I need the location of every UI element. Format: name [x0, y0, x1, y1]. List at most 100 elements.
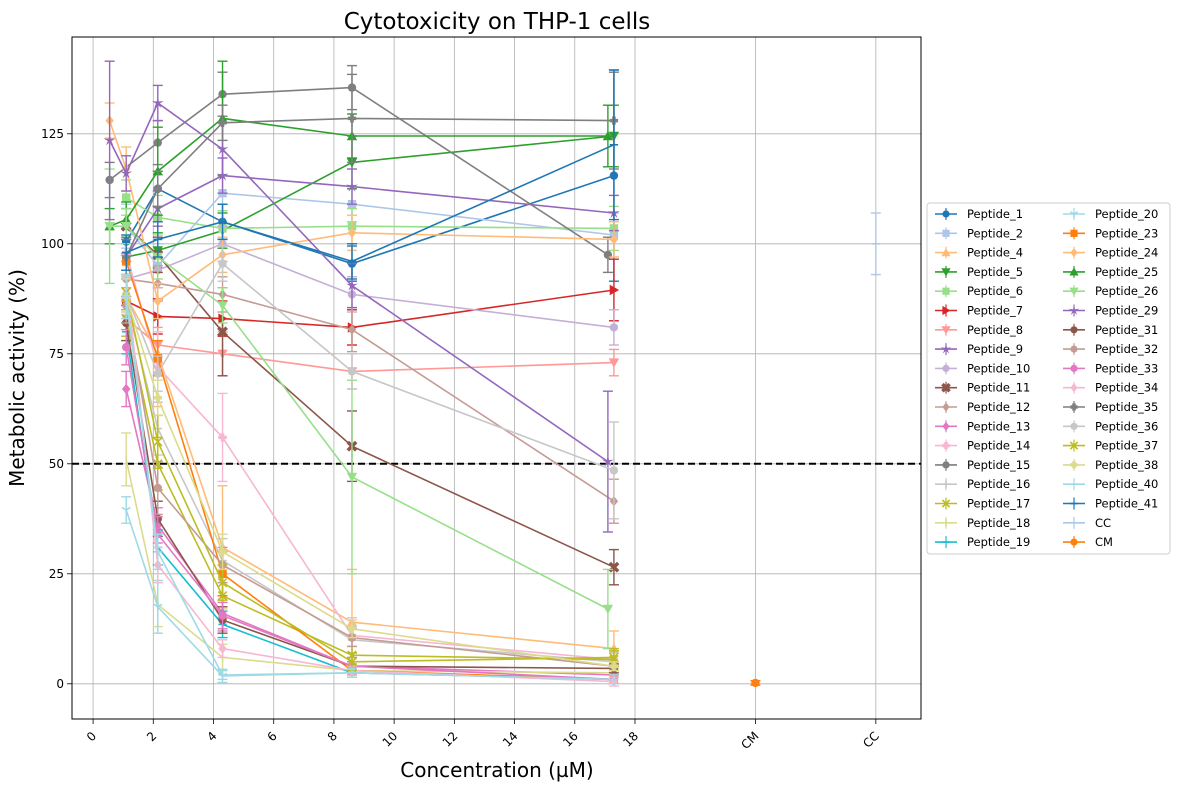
legend-label: Peptide_19 [967, 535, 1030, 549]
legend-label: Peptide_4 [967, 246, 1023, 260]
legend-item: Peptide_36 [1063, 419, 1158, 433]
series-cm [750, 678, 761, 688]
data-point [1070, 383, 1078, 393]
data-point [603, 250, 613, 259]
data-point [1070, 538, 1078, 546]
data-point [121, 506, 131, 515]
data-point [942, 229, 950, 237]
legend-item: Peptide_24 [1063, 246, 1158, 260]
data-point [217, 577, 228, 588]
legend-label: Peptide_26 [1095, 284, 1158, 298]
legend-item: Peptide_2 [935, 226, 1023, 240]
data-point [1069, 267, 1079, 276]
data-point [347, 324, 357, 335]
series-peptide-36 [121, 245, 619, 520]
data-point [216, 143, 229, 155]
data-point [153, 393, 163, 402]
data-point [1068, 304, 1080, 316]
legend-label: Peptide_29 [1095, 304, 1158, 318]
data-point [609, 323, 619, 332]
data-point [602, 130, 614, 141]
legend-label: Peptide_23 [1095, 226, 1158, 240]
y-tick-label: 100 [41, 237, 64, 251]
legend: Peptide_1 Peptide_2 Peptide_4 Peptide_5 Pept… [926, 202, 1171, 555]
data-point [121, 383, 131, 395]
legend-label: Peptide_13 [967, 419, 1030, 433]
data-point [151, 96, 164, 109]
data-point [1070, 403, 1078, 411]
legend-label: Peptide_2 [967, 226, 1023, 240]
y-axis-label: Metabolic activity (%) [5, 269, 29, 487]
series-peptide-41 [121, 69, 619, 280]
legend-item: Peptide_18 [935, 516, 1030, 530]
data-point [942, 287, 950, 295]
legend-item: Peptide_17 [935, 497, 1030, 511]
data-point [104, 222, 115, 232]
data-point [1069, 441, 1079, 450]
data-point [347, 367, 357, 376]
data-point [153, 295, 163, 307]
data-point [1070, 422, 1078, 430]
legend-label: Peptide_9 [967, 342, 1023, 356]
legend-item: Peptide_19 [935, 535, 1030, 549]
legend-item: Peptide_7 [935, 304, 1023, 318]
legend-item: Peptide_35 [1063, 400, 1158, 414]
y-tick-label: 50 [49, 457, 64, 471]
legend-label: Peptide_40 [1095, 477, 1158, 491]
chart-title: Cytotoxicity on THP-1 cells [344, 9, 651, 35]
legend-item: Peptide_4 [935, 246, 1023, 260]
data-point [942, 402, 950, 412]
legend-box [926, 202, 1171, 555]
legend-item: Peptide_29 [1063, 304, 1158, 318]
data-point [346, 472, 358, 483]
data-point [347, 657, 357, 667]
data-point [942, 305, 951, 316]
data-point [609, 652, 619, 663]
legend-label: Peptide_12 [967, 400, 1030, 414]
legend-item: Peptide_41 [1063, 497, 1158, 511]
data-point [218, 643, 227, 654]
data-point [609, 662, 619, 671]
y-tick-label: 0 [56, 677, 64, 691]
data-point [1070, 364, 1078, 372]
y-tick-label: 125 [41, 127, 64, 141]
legend-item: Peptide_32 [1063, 342, 1158, 356]
legend-label: Peptide_38 [1095, 458, 1158, 472]
data-point [609, 234, 619, 245]
legend-item: Peptide_33 [1063, 361, 1158, 375]
data-point [346, 279, 358, 291]
legend-label: Peptide_34 [1095, 381, 1158, 395]
x-axis-label: Concentration (µM) [400, 758, 593, 782]
legend-label: Peptide_16 [967, 477, 1030, 491]
data-point [1069, 287, 1079, 296]
legend-label: Peptide_32 [1095, 342, 1158, 356]
legend-item: Peptide_11 [935, 381, 1030, 395]
data-point [153, 184, 163, 193]
legend-item: Peptide_31 [1063, 323, 1158, 337]
legend-item: Peptide_16 [935, 477, 1030, 491]
data-point [218, 611, 227, 620]
legend-label: Peptide_11 [967, 381, 1030, 395]
data-point [942, 364, 950, 372]
legend-label: Peptide_1 [967, 207, 1023, 221]
legend-label: Peptide_33 [1095, 361, 1158, 375]
data-point [608, 358, 620, 368]
legend-label: Peptide_36 [1095, 419, 1158, 433]
data-point [1070, 461, 1078, 469]
data-point [609, 466, 619, 475]
legend-label: Peptide_5 [967, 265, 1023, 279]
data-point [121, 343, 131, 352]
data-point [941, 499, 951, 508]
data-point [1070, 248, 1078, 258]
legend-label: Peptide_41 [1095, 497, 1158, 511]
data-point [942, 442, 950, 450]
legend-label: Peptide_7 [967, 304, 1023, 318]
legend-label: Peptide_14 [967, 439, 1030, 453]
series-peptide-37 [121, 273, 619, 672]
data-point [347, 227, 357, 238]
legend-item: Peptide_10 [935, 361, 1030, 375]
data-point [218, 547, 227, 556]
legend-item: Peptide_34 [1063, 381, 1158, 395]
data-point [601, 455, 614, 467]
legend-item: Peptide_25 [1063, 265, 1158, 279]
